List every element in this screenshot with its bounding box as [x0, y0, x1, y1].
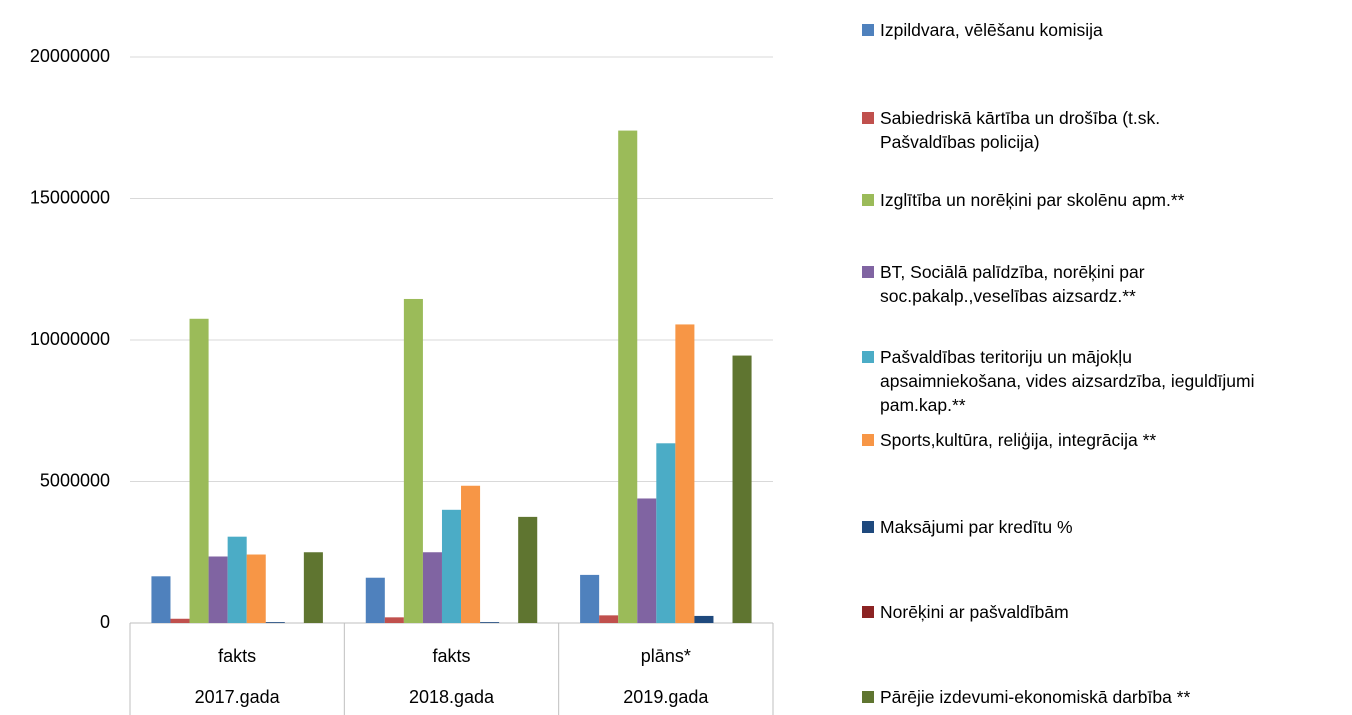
bar: [246, 554, 266, 623]
y-tick-label: 10000000: [30, 329, 110, 349]
bar: [189, 318, 209, 623]
legend-label: Pārējie izdevumi-ekonomiskā darbība **: [880, 687, 1191, 707]
y-tick-label: 15000000: [30, 187, 110, 207]
legend-swatch: [862, 521, 874, 533]
legend-swatch: [862, 24, 874, 36]
bar: [480, 622, 500, 623]
y-tick-label: 20000000: [30, 46, 110, 66]
bar: [365, 577, 385, 623]
x-group-label: 2017.gada: [195, 687, 281, 707]
legend: Izpildvara, vēlēšanu komisija Sabiedriskā…: [862, 0, 1352, 715]
bar: [170, 618, 190, 623]
bar: [618, 130, 638, 623]
legend-item: Pārējie izdevumi-ekonomiskā darbība **: [862, 685, 1190, 709]
bar: [732, 355, 752, 623]
bar: [265, 622, 285, 623]
bar: [303, 552, 323, 623]
legend-swatch: [862, 351, 874, 363]
legend-item: Izglītība un norēķini par skolēnu apm.**: [862, 188, 1184, 212]
bar: [208, 556, 228, 623]
legend-item: Izpildvara, vēlēšanu komisija: [862, 18, 1103, 42]
y-tick-label: 0: [100, 612, 110, 632]
legend-item: Pašvaldības teritoriju un mājokļu apsaim…: [862, 345, 1255, 417]
legend-item: Sabiedriskā kārtība un drošība (t.sk. Pa…: [862, 106, 1160, 154]
bar: [227, 536, 247, 623]
bar: [694, 615, 714, 623]
legend-label: Izpildvara, vēlēšanu komisija: [880, 20, 1103, 40]
legend-label: Norēķini ar pašvaldībām: [880, 602, 1069, 622]
bar: [403, 298, 423, 623]
legend-swatch: [862, 691, 874, 703]
bar: [151, 576, 171, 623]
legend-label: Sports,kultūra, reliģija, integrācija **: [880, 430, 1157, 450]
bar: [675, 324, 695, 623]
legend-swatch: [862, 112, 874, 124]
legend-swatch: [862, 194, 874, 206]
legend-item: Norēķini ar pašvaldībām: [862, 600, 1069, 624]
bar: [441, 509, 462, 623]
bar: [637, 498, 657, 623]
x-tick-label: plāns*: [641, 646, 691, 666]
bar: [580, 574, 600, 623]
x-group-label: 2019.gada: [623, 687, 709, 707]
legend-item: Maksājumi par kredītu %: [862, 515, 1073, 539]
bar: [384, 617, 404, 623]
legend-label: Maksājumi par kredītu %: [880, 517, 1073, 537]
legend-swatch: [862, 266, 874, 278]
x-tick-label: fakts: [218, 646, 256, 666]
bar: [518, 516, 538, 623]
legend-swatch: [862, 434, 874, 446]
x-group-label: 2018.gada: [409, 687, 495, 707]
legend-label: Pašvaldības teritoriju un mājokļu apsaim…: [880, 347, 1255, 415]
bar: [599, 615, 619, 623]
y-tick-label: 5000000: [40, 470, 110, 490]
legend-swatch: [862, 606, 874, 618]
bar: [656, 443, 676, 623]
legend-item: Sports,kultūra, reliģija, integrācija **: [862, 428, 1156, 452]
legend-item: BT, Sociālā palīdzība, norēķini par soc.…: [862, 260, 1145, 308]
x-tick-label: fakts: [432, 646, 470, 666]
legend-label: Izglītība un norēķini par skolēnu apm.**: [880, 190, 1185, 210]
legend-label: Sabiedriskā kārtība un drošība (t.sk. Pa…: [880, 108, 1161, 152]
bar: [461, 485, 481, 623]
bar: [422, 552, 442, 623]
legend-label: BT, Sociālā palīdzība, norēķini par soc.…: [880, 262, 1145, 306]
